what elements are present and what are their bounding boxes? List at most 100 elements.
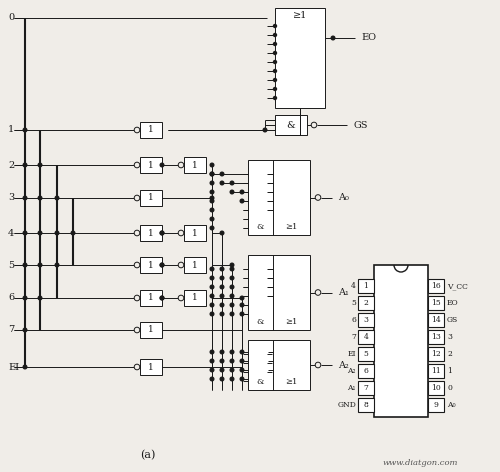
Bar: [140, 322, 162, 338]
Bar: [358, 398, 374, 412]
Text: GS: GS: [447, 316, 458, 324]
Bar: [428, 364, 444, 378]
Text: 5: 5: [364, 350, 368, 358]
Circle shape: [220, 312, 224, 316]
Text: 2: 2: [364, 299, 368, 307]
Bar: [248, 255, 310, 330]
Text: 7: 7: [351, 333, 356, 341]
Circle shape: [210, 208, 214, 212]
Circle shape: [220, 350, 224, 354]
Text: 5: 5: [8, 261, 14, 270]
Bar: [140, 122, 162, 138]
Circle shape: [134, 364, 140, 370]
Text: GND: GND: [337, 401, 356, 409]
Text: www.diatgon.com: www.diatgon.com: [382, 459, 458, 467]
Circle shape: [230, 276, 234, 280]
Text: 5: 5: [351, 299, 356, 307]
Circle shape: [160, 263, 164, 267]
Circle shape: [210, 377, 214, 381]
Circle shape: [23, 328, 27, 332]
Text: 7: 7: [8, 326, 14, 335]
Text: A₂: A₂: [348, 367, 356, 375]
Bar: [358, 381, 374, 395]
Circle shape: [178, 262, 184, 268]
Text: 1: 1: [192, 228, 198, 237]
Circle shape: [220, 303, 224, 307]
Text: 11: 11: [431, 367, 441, 375]
Circle shape: [274, 34, 276, 36]
Circle shape: [311, 122, 317, 128]
Circle shape: [210, 285, 214, 289]
Circle shape: [230, 377, 234, 381]
Text: A₁: A₁: [338, 288, 349, 297]
Bar: [358, 347, 374, 361]
Bar: [428, 313, 444, 327]
Text: ≥1: ≥1: [285, 378, 298, 386]
Text: 1: 1: [148, 160, 154, 169]
Circle shape: [178, 230, 184, 236]
Text: V_CC: V_CC: [447, 282, 468, 290]
Circle shape: [160, 231, 164, 235]
Circle shape: [220, 172, 224, 176]
Circle shape: [160, 231, 164, 235]
Circle shape: [210, 368, 214, 372]
Text: 1: 1: [148, 294, 154, 303]
Circle shape: [210, 217, 214, 221]
Text: EO: EO: [361, 34, 376, 42]
Circle shape: [210, 190, 214, 194]
Circle shape: [240, 350, 244, 354]
Circle shape: [274, 96, 276, 100]
Circle shape: [160, 263, 164, 267]
Text: A₁: A₁: [348, 384, 356, 392]
Text: A₀: A₀: [338, 193, 349, 202]
Circle shape: [230, 303, 234, 307]
Circle shape: [23, 196, 27, 200]
Bar: [428, 279, 444, 293]
Circle shape: [220, 285, 224, 289]
Circle shape: [210, 226, 214, 230]
Bar: [184, 225, 206, 241]
Text: 16: 16: [431, 282, 441, 290]
Bar: [358, 364, 374, 378]
Circle shape: [210, 163, 214, 167]
Circle shape: [23, 263, 27, 267]
Circle shape: [210, 199, 214, 203]
Text: 6: 6: [8, 294, 14, 303]
Text: &: &: [256, 223, 264, 231]
Circle shape: [230, 350, 234, 354]
Circle shape: [160, 163, 164, 167]
Circle shape: [220, 359, 224, 363]
Circle shape: [230, 359, 234, 363]
Circle shape: [240, 359, 244, 363]
Circle shape: [210, 172, 214, 176]
Bar: [140, 225, 162, 241]
Text: ≥1: ≥1: [293, 11, 307, 20]
Circle shape: [160, 296, 164, 300]
Bar: [140, 257, 162, 273]
Circle shape: [210, 350, 214, 354]
Text: EO: EO: [447, 299, 458, 307]
Text: ≥1: ≥1: [285, 318, 298, 326]
Circle shape: [230, 294, 234, 298]
Text: 14: 14: [431, 316, 441, 324]
Circle shape: [240, 199, 244, 203]
Text: 1: 1: [148, 261, 154, 270]
Text: 3: 3: [447, 333, 452, 341]
Circle shape: [160, 296, 164, 300]
Circle shape: [220, 294, 224, 298]
Circle shape: [230, 285, 234, 289]
Bar: [140, 359, 162, 375]
Circle shape: [230, 190, 234, 194]
Circle shape: [263, 128, 267, 132]
Circle shape: [240, 296, 244, 300]
Text: 1: 1: [447, 367, 452, 375]
Text: &: &: [256, 378, 264, 386]
Circle shape: [210, 181, 214, 185]
Bar: [184, 257, 206, 273]
Circle shape: [315, 362, 321, 368]
Text: 13: 13: [431, 333, 441, 341]
Circle shape: [210, 196, 214, 200]
Circle shape: [220, 377, 224, 381]
Text: 1: 1: [192, 294, 198, 303]
Text: 3: 3: [364, 316, 368, 324]
